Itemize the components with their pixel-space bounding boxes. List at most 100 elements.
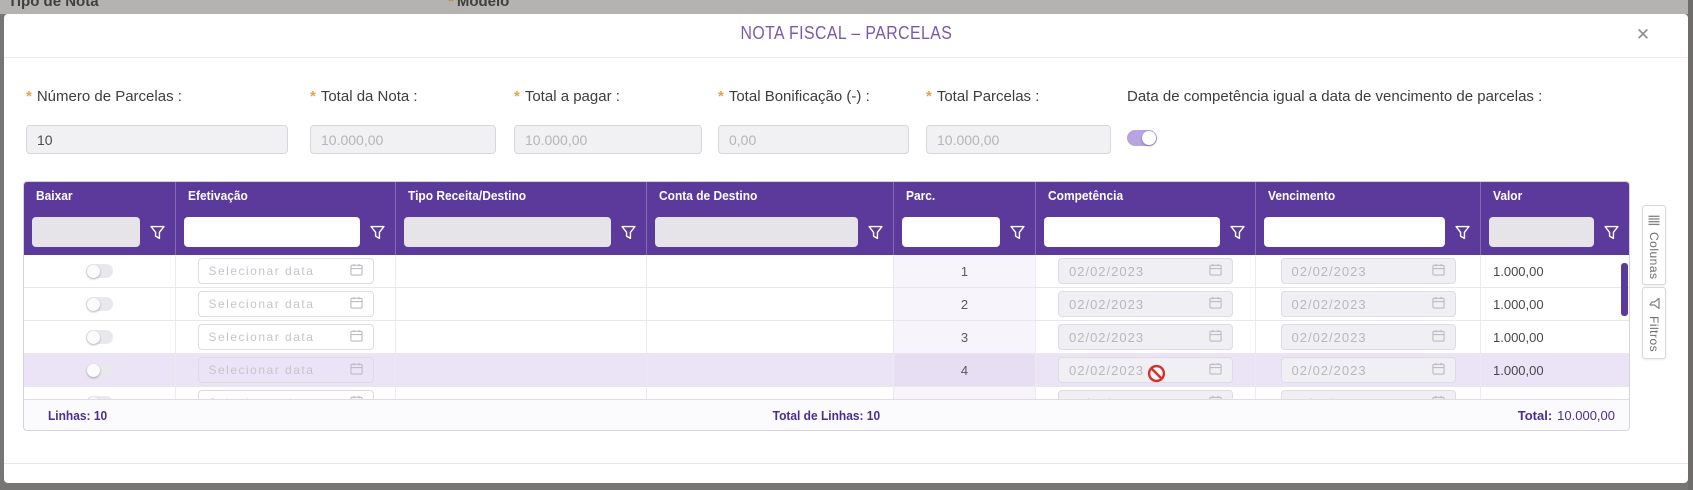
cell-tipo-receita bbox=[396, 354, 647, 386]
filter-input-conta-destino bbox=[655, 217, 858, 247]
filter-cell-valor bbox=[1481, 209, 1629, 255]
total-a-pagar-label: * Total a pagar : bbox=[514, 88, 620, 105]
calendar-icon bbox=[349, 296, 363, 312]
parcelas-table: Baixar Efetivação Tipo Receita/Destino C… bbox=[23, 181, 1630, 431]
baixar-toggle bbox=[86, 363, 113, 377]
cell-efetivacao: Selecionar data bbox=[176, 354, 396, 386]
column-header-parc[interactable]: Parc. bbox=[894, 182, 1036, 209]
filter-funnel-icon[interactable] bbox=[1010, 225, 1025, 240]
efetivacao-datepicker: Selecionar data bbox=[197, 258, 374, 284]
vencimento-datepicker: 02/02/2023 bbox=[1280, 258, 1456, 284]
table-row: Selecionar data 2 02/02/2023 02/02/2023 … bbox=[24, 288, 1629, 321]
calendar-icon bbox=[1431, 395, 1445, 399]
total-value: Total: 10.000,00 bbox=[1517, 407, 1615, 423]
toggle-knob bbox=[86, 363, 100, 377]
cell-vencimento: 02/02/2023 bbox=[1256, 387, 1481, 399]
numero-de-parcelas-input[interactable] bbox=[26, 125, 288, 154]
cell-tipo-receita bbox=[396, 387, 647, 399]
cell-baixar bbox=[24, 387, 176, 399]
competencia-igual-vencimento-label: Data de competência igual a data de venc… bbox=[1127, 88, 1543, 105]
competencia-datepicker: 02/02/2023 bbox=[1058, 258, 1233, 284]
filter-input-parc[interactable] bbox=[902, 217, 1000, 247]
calendar-icon bbox=[1431, 263, 1445, 279]
calendar-icon bbox=[349, 329, 363, 345]
cell-valor: 1.000,00 bbox=[1493, 329, 1544, 345]
required-asterisk: * bbox=[718, 88, 724, 105]
cell-parc: 5 bbox=[894, 387, 1036, 399]
total-da-nota-field: * Total da Nota : bbox=[310, 88, 496, 154]
column-header-vencimento[interactable]: Vencimento bbox=[1256, 182, 1481, 209]
tab-filtros-label: Filtros bbox=[1647, 316, 1661, 353]
toggle-knob bbox=[86, 264, 100, 278]
filter-funnel-icon[interactable] bbox=[1230, 225, 1245, 240]
total-bonificacao-field: * Total Bonificação (-) : bbox=[718, 88, 909, 154]
efetivacao-datepicker: Selecionar data bbox=[197, 390, 374, 399]
toggle-knob bbox=[86, 396, 100, 399]
tab-colunas[interactable]: Colunas bbox=[1642, 205, 1666, 285]
vertical-scrollbar-thumb[interactable] bbox=[1621, 263, 1628, 316]
vencimento-datepicker: 02/02/2023 bbox=[1280, 357, 1456, 383]
cell-conta-destino bbox=[647, 387, 894, 399]
filter-cell-baixar bbox=[24, 209, 176, 255]
total-da-nota-input bbox=[310, 125, 496, 154]
filter-input-tipo-receita bbox=[404, 217, 611, 247]
cell-competencia: 02/02/2023 bbox=[1036, 255, 1256, 287]
required-asterisk: * bbox=[514, 88, 520, 105]
table-filter-row bbox=[24, 209, 1629, 255]
filter-funnel-icon[interactable] bbox=[1455, 225, 1470, 240]
total-parcelas-field: * Total Parcelas : bbox=[926, 88, 1111, 154]
cell-baixar bbox=[24, 255, 176, 287]
column-header-baixar[interactable]: Baixar bbox=[24, 182, 176, 209]
column-header-valor[interactable]: Valor bbox=[1493, 188, 1523, 203]
calendar-icon bbox=[1209, 395, 1222, 399]
toggle-knob bbox=[86, 297, 100, 311]
filter-cell-conta-destino bbox=[647, 209, 894, 255]
background-field-label-modelo: * Modelo bbox=[448, 0, 509, 10]
cell-vencimento: 02/02/2023 bbox=[1256, 255, 1481, 287]
column-header-competencia[interactable]: Competência bbox=[1036, 182, 1256, 209]
column-header-tipo-receita-destino[interactable]: Tipo Receita/Destino bbox=[396, 182, 647, 209]
tab-filtros[interactable]: Filtros bbox=[1642, 287, 1666, 359]
filter-input-efetivacao[interactable] bbox=[184, 217, 360, 247]
cell-vencimento: 02/02/2023 bbox=[1256, 288, 1481, 320]
cell-competencia: 02/02/2023 bbox=[1036, 354, 1256, 386]
filter-funnel-icon[interactable] bbox=[1604, 225, 1619, 240]
baixar-toggle bbox=[86, 330, 113, 344]
table-header-row: Baixar Efetivação Tipo Receita/Destino C… bbox=[24, 182, 1629, 209]
calendar-icon bbox=[1431, 329, 1445, 345]
cell-tipo-receita bbox=[396, 255, 647, 287]
column-header-conta-de-destino[interactable]: Conta de Destino bbox=[647, 182, 894, 209]
filter-input-baixar bbox=[32, 217, 140, 247]
filter-input-competencia[interactable] bbox=[1044, 217, 1220, 247]
not-allowed-cursor-icon bbox=[1147, 364, 1166, 383]
efetivacao-datepicker: Selecionar data bbox=[197, 324, 374, 350]
filter-funnel-icon[interactable] bbox=[868, 225, 883, 240]
table-header: Baixar Efetivação Tipo Receita/Destino C… bbox=[24, 182, 1629, 255]
linhas-count: Linhas: 10 bbox=[48, 407, 108, 423]
cell-valor: 1.000,00 bbox=[1493, 263, 1544, 279]
filter-input-vencimento[interactable] bbox=[1264, 217, 1445, 247]
cell-competencia: 02/02/2023 bbox=[1036, 288, 1256, 320]
table-row: Selecionar data 5 02/02/2023 02/02/2023 … bbox=[24, 387, 1629, 399]
competencia-igual-vencimento-toggle[interactable] bbox=[1127, 130, 1157, 146]
background-page-strip: Tipo de Nota * Modelo bbox=[0, 0, 1693, 14]
filter-funnel-icon[interactable] bbox=[621, 225, 636, 240]
calendar-icon bbox=[349, 395, 363, 399]
total-a-pagar-input bbox=[514, 125, 702, 154]
cell-parc: 3 bbox=[894, 321, 1036, 353]
table-body: Selecionar data 1 02/02/2023 02/02/2023 … bbox=[24, 255, 1629, 399]
calendar-icon bbox=[1431, 296, 1445, 312]
efetivacao-datepicker: Selecionar data bbox=[197, 357, 374, 383]
cell-tipo-receita bbox=[396, 321, 647, 353]
efetivacao-datepicker: Selecionar data bbox=[197, 291, 374, 317]
column-header-efetivacao[interactable]: Efetivação bbox=[176, 182, 396, 209]
total-de-linhas-count: Total de Linhas: 10 bbox=[772, 407, 881, 423]
cell-conta-destino bbox=[647, 255, 894, 287]
calendar-icon bbox=[1209, 263, 1222, 279]
baixar-toggle bbox=[86, 396, 113, 399]
filter-funnel-icon[interactable] bbox=[150, 225, 165, 240]
cell-efetivacao: Selecionar data bbox=[176, 288, 396, 320]
cell-efetivacao: Selecionar data bbox=[176, 387, 396, 399]
close-icon[interactable]: ✕ bbox=[1635, 25, 1651, 44]
filter-funnel-icon[interactable] bbox=[370, 225, 385, 240]
